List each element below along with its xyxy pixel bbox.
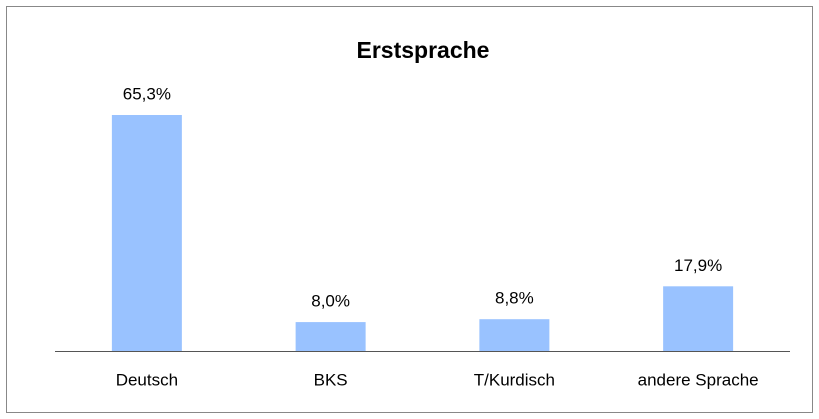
x-tick-label: Deutsch <box>116 370 178 389</box>
bar <box>111 115 182 351</box>
value-label: 65,3% <box>123 84 171 103</box>
chart-title: Erstsprache <box>357 37 490 63</box>
value-label: 8,0% <box>311 292 350 311</box>
x-tick-label: BKS <box>314 370 348 389</box>
x-tick-label: T/Kurdisch <box>474 370 555 389</box>
bar <box>663 286 734 351</box>
value-label: 8,8% <box>495 289 534 308</box>
bar <box>295 322 366 351</box>
x-tick-label: andere Sprache <box>638 370 759 389</box>
value-label: 17,9% <box>674 256 722 275</box>
bar <box>479 319 550 351</box>
